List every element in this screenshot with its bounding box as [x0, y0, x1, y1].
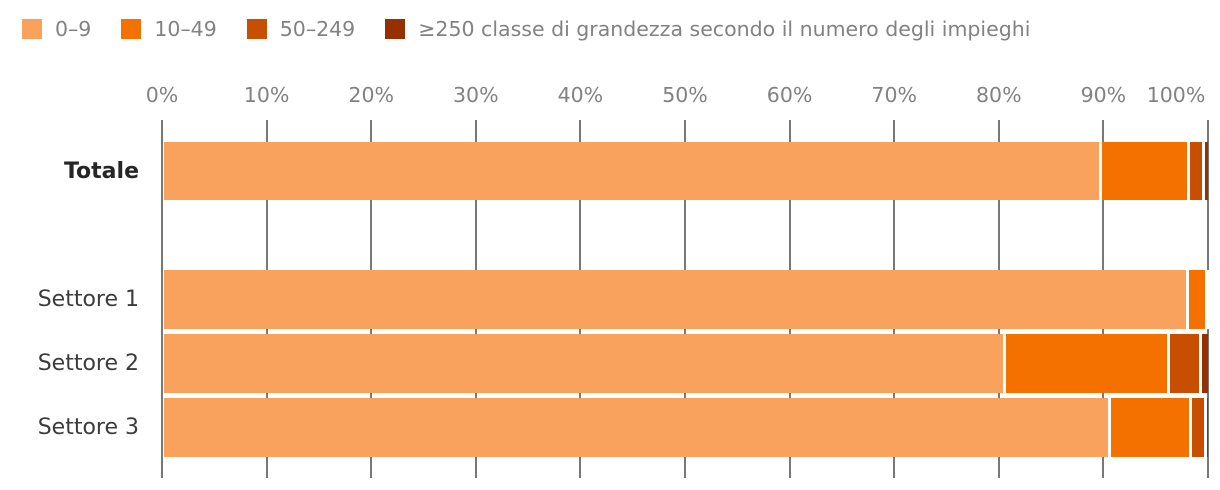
bar-segment-50-249 [1204, 270, 1208, 329]
bar-segment-250 [1207, 270, 1211, 329]
bar-segment-250 [1203, 398, 1208, 457]
legend-item-label: 50–249 [279, 17, 356, 41]
legend-item-250-plus[interactable]: ≥250 classe di grandezza secondo il nume… [385, 17, 1030, 41]
bar-segment-250 [1198, 334, 1208, 393]
x-axis-tick-label: 90% [1080, 83, 1127, 107]
bar-row-settore-1 [164, 270, 1211, 329]
row-label-settore-1: Settore 1 [37, 287, 139, 312]
legend-item-label: 10–49 [154, 17, 217, 41]
x-axis: 0% 10% 20% 30% 40% 50% 60% 70% 80% 90% 1… [146, 83, 1208, 109]
bar-row-settore-2 [164, 334, 1208, 393]
x-axis-tick-label: 30% [453, 83, 499, 107]
bar-segment-50-249 [1187, 142, 1202, 200]
legend-item-label: 0–9 [55, 17, 92, 41]
row-label-settore-2: Settore 2 [37, 351, 139, 376]
x-axis-tick-label: 50% [662, 83, 708, 107]
legend-item-label: ≥250 classe di grandezza secondo il nume… [418, 17, 1031, 41]
bar-segment-50-249 [1189, 398, 1204, 457]
bar-segment-0-9 [164, 270, 1187, 329]
row-label-settore-3: Settore 3 [37, 415, 139, 440]
bar-segment-0-9 [164, 398, 1108, 457]
legend-swatch-50-249-icon [246, 19, 267, 39]
gridline [161, 120, 163, 478]
x-axis-tick-label: 10% [243, 83, 290, 107]
legend-item-0-9[interactable]: 0–9 [22, 17, 91, 41]
bars [162, 120, 1211, 478]
bar-segment-10-49 [1186, 270, 1205, 329]
plot-area [161, 120, 1211, 478]
bar-segment-0-9 [164, 142, 1100, 200]
legend-item-50-249[interactable]: 50–249 [246, 17, 356, 41]
legend-swatch-10-49-icon [121, 19, 142, 39]
x-axis-tick-label: 60% [766, 83, 813, 107]
x-axis-tick-label: 100% [1146, 83, 1206, 107]
bar-segment-50-249 [1167, 334, 1199, 393]
legend-item-10-49[interactable]: 10–49 [121, 17, 217, 41]
legend: 0–9 10–49 50–249 ≥250 classe di grandezz… [22, 17, 1060, 41]
legend-swatch-0-9-icon [22, 19, 42, 39]
bar-row-settore-3 [164, 398, 1208, 457]
bar-segment-10-49 [1099, 142, 1188, 200]
x-axis-tick-label: 20% [348, 83, 394, 107]
x-axis-tick-label: 70% [871, 83, 917, 107]
legend-swatch-250-plus-icon [385, 19, 406, 39]
x-axis-tick-label: 80% [976, 83, 1022, 107]
row-label-totale: Totale [63, 158, 139, 184]
bar-segment-10-49 [1003, 334, 1168, 393]
bar-segment-250 [1201, 142, 1208, 200]
bar-row-totale [164, 142, 1208, 200]
x-axis-tick-label: 0% [145, 83, 179, 107]
x-axis-tick-label: 40% [557, 83, 604, 107]
bar-segment-10-49 [1107, 398, 1190, 457]
bar-segment-0-9 [164, 334, 1004, 393]
